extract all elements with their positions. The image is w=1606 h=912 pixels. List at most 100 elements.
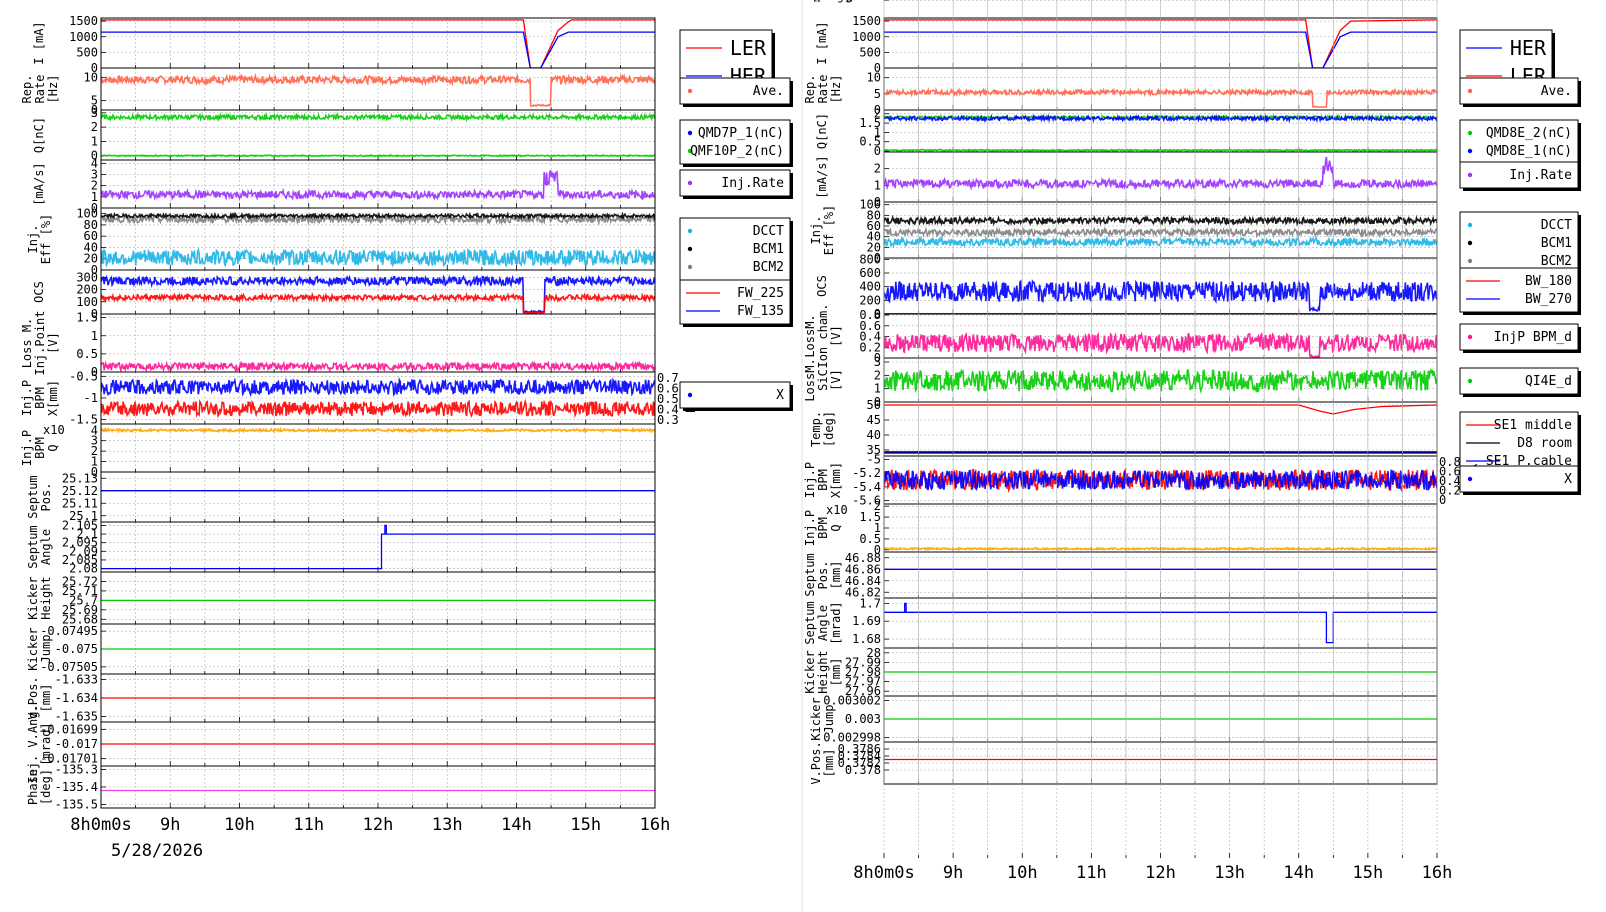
y-axis-label: [mm] (829, 561, 843, 590)
legend-box (679, 169, 791, 197)
x-tick-label: 11h (1076, 863, 1107, 883)
y-tick-label: -5.4 (852, 480, 881, 494)
legend-box (1459, 367, 1579, 395)
right-tick-label: 0 (1439, 493, 1446, 507)
y-axis-label: Angle (39, 529, 53, 565)
y-axis-label: [deg] (822, 411, 836, 447)
legend-entry-label: LER (730, 36, 767, 60)
y-tick-label: 27.98 (845, 665, 881, 679)
y-tick-label: 20 (84, 252, 98, 266)
series-group (101, 377, 655, 419)
series-group (101, 524, 655, 570)
y-tick-label: 200 (76, 283, 98, 297)
y-axis-label: Jump (39, 635, 53, 664)
y-axis-label: OCS (815, 275, 829, 297)
panel-17: 97.059796.95Phase[deg] (802, 0, 1438, 858)
legend-box (1459, 465, 1579, 493)
y-exponent-label: x10 (43, 423, 65, 437)
y-tick-label: 0.002998 (823, 730, 881, 744)
y-tick-label: 2 (91, 120, 98, 134)
y-tick-label: -0.07505 (40, 660, 98, 674)
y-tick-label: 0 (874, 543, 881, 557)
y-tick-label: 2.085 (62, 553, 98, 567)
y-tick-label: 3 (874, 355, 881, 369)
y-axis-label: BPM (33, 437, 47, 459)
y-tick-label: 1.5 (859, 116, 881, 130)
y-tick-label: 46.84 (845, 574, 881, 588)
y-tick-label: 80 (867, 208, 881, 222)
y-tick-label: 2.1 (76, 527, 98, 541)
y-axis-label: Q (829, 524, 843, 531)
y-tick-label: -135.5 (55, 798, 98, 812)
y-tick-label: 0.2 (859, 340, 881, 354)
y-tick-label: 1 (91, 134, 98, 148)
x-tick-label: 9h (160, 815, 180, 835)
series-line-her (101, 31, 655, 68)
legend-panel-4: DCCT BCM1 BCM2 (1459, 211, 1581, 277)
legend-swatch-dot (1467, 476, 1473, 482)
y-axis-label: [mrad] (811, 0, 854, 3)
legend-swatch-dot (687, 148, 693, 154)
x-tick-label: 14h (1283, 863, 1314, 883)
y-axis-label: Rate (816, 75, 830, 104)
y-tick-label: 27.96 (845, 684, 881, 698)
y-tick-label: 45 (867, 413, 881, 427)
y-axis-label: Rate (33, 75, 47, 104)
y-tick-label: 25.72 (62, 574, 98, 588)
y-tick-label: 0.4 (859, 330, 881, 344)
y-tick-label: -135.4 (55, 780, 98, 794)
x-tick-label: 16h (640, 815, 671, 835)
legend-swatch-dot (1467, 172, 1473, 178)
y-tick-label: 25.69 (62, 603, 98, 617)
y-axis-label: [mrad] (829, 601, 843, 644)
series-band-cyan (101, 247, 655, 269)
y-tick-label: -1.633 (55, 673, 98, 687)
y-tick-label: 300 (76, 270, 98, 284)
y-tick-label: -5.6 (852, 494, 881, 508)
legend-panel-2: QMD7P_1(nC) QMF10P_2(nC) (679, 119, 793, 167)
y-tick-label: 27.99 (845, 655, 881, 669)
y-tick-label: 25.71 (62, 584, 98, 598)
y-axis-label: [mm] (822, 749, 836, 778)
y-tick-label: -0.01699 (40, 722, 98, 736)
y-tick-label: 200 (859, 293, 881, 307)
y-axis-label: [mA/s] (32, 162, 46, 205)
y-tick-label: 2 (874, 162, 881, 176)
panel-7: -0.5-1-1.5Inj.PBPMX[mm]0.70.60.50.40.3Y[… (20, 369, 697, 427)
legend-panel-5: FW_225 FW_135 (679, 279, 793, 327)
y-tick-label: 97 (867, 0, 881, 3)
legend-entry-label: BCM1 (753, 242, 784, 257)
y-tick-label: 25.11 (62, 496, 98, 510)
y-tick-label: 60 (84, 229, 98, 243)
y-tick-label: 27.97 (845, 675, 881, 689)
y-tick-label: 1000 (852, 30, 881, 44)
legend-entry-label: BCM1 (1541, 236, 1572, 251)
series-band-blue (101, 274, 655, 314)
y-tick-label: 1 (874, 382, 881, 396)
y-axis-label: [V] (829, 369, 843, 391)
legend-entry-label: QMF10P_2(nC) (690, 144, 784, 159)
y-tick-label: -5 (867, 452, 881, 466)
y-tick-label: -135.3 (55, 763, 98, 777)
y-axis-label: Inj.P (803, 510, 817, 546)
y-tick-label: 1500 (69, 14, 98, 28)
legend-entry-label: Inj.Rate (721, 176, 784, 191)
y-tick-label: 40 (867, 428, 881, 442)
y-tick-label: 25.12 (62, 484, 98, 498)
y-tick-label: 0.8 (859, 308, 881, 322)
y-tick-label: 20 (867, 240, 881, 254)
y-tick-label: 10 (867, 71, 881, 85)
y-axis-label: [mrad] (39, 722, 53, 765)
y-tick-label: 0 (91, 307, 98, 321)
y-axis-label: [mm] (39, 684, 53, 713)
y-axis-label: Loss M. (20, 318, 34, 369)
y-tick-label: -0.075 (55, 642, 98, 656)
y-tick-label: 40 (84, 240, 98, 254)
